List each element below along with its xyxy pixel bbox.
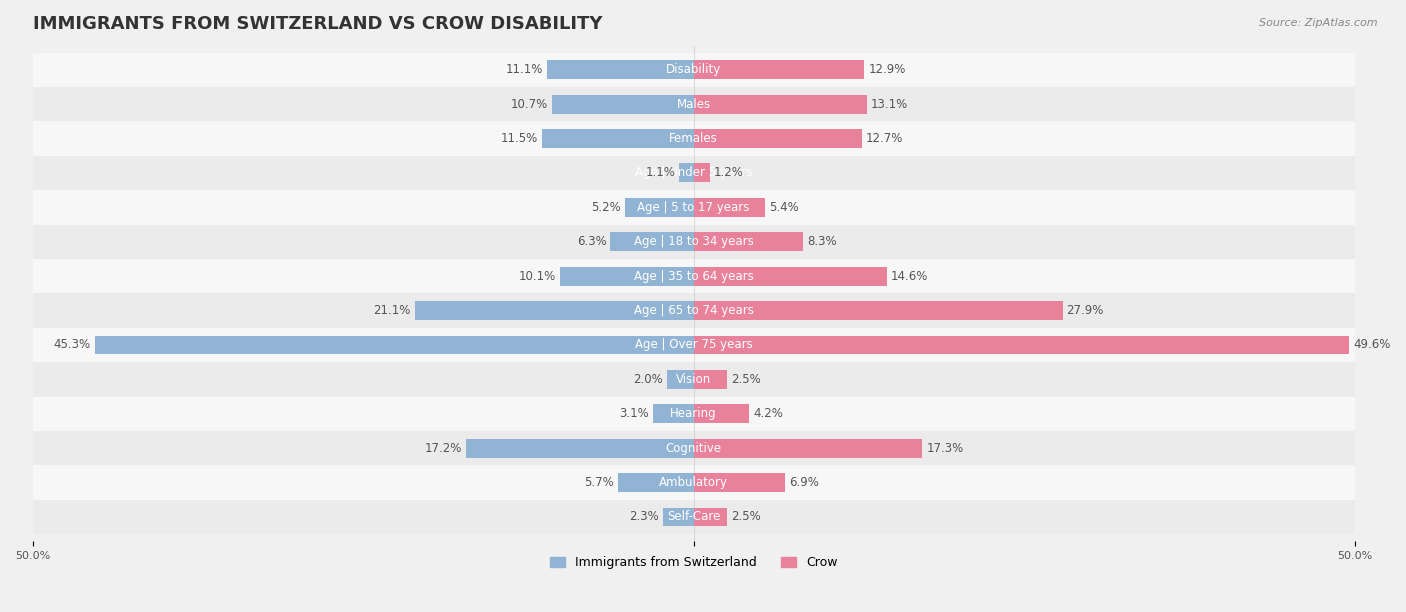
Text: 17.2%: 17.2% <box>425 442 463 455</box>
Bar <box>32 397 1355 431</box>
Bar <box>693 163 710 182</box>
Text: Age | Under 5 years: Age | Under 5 years <box>636 166 752 179</box>
Bar <box>693 439 922 458</box>
Text: 4.2%: 4.2% <box>754 407 783 420</box>
Bar <box>32 500 1355 534</box>
Bar <box>693 370 727 389</box>
Text: 17.3%: 17.3% <box>927 442 963 455</box>
Text: 45.3%: 45.3% <box>53 338 91 351</box>
Text: 1.1%: 1.1% <box>645 166 675 179</box>
Bar <box>693 507 727 526</box>
Bar <box>541 129 693 148</box>
Text: Age | 5 to 17 years: Age | 5 to 17 years <box>637 201 749 214</box>
Bar <box>32 121 1355 156</box>
Bar <box>32 156 1355 190</box>
Text: Age | 35 to 64 years: Age | 35 to 64 years <box>634 270 754 283</box>
Text: Vision: Vision <box>676 373 711 386</box>
Bar <box>32 431 1355 465</box>
Bar <box>664 507 693 526</box>
Bar <box>619 473 693 492</box>
Bar <box>693 267 887 286</box>
Bar <box>32 225 1355 259</box>
Text: 5.7%: 5.7% <box>585 476 614 489</box>
Legend: Immigrants from Switzerland, Crow: Immigrants from Switzerland, Crow <box>544 551 842 575</box>
Text: Age | 65 to 74 years: Age | 65 to 74 years <box>634 304 754 317</box>
Bar <box>668 370 693 389</box>
Bar <box>32 87 1355 121</box>
Text: 10.7%: 10.7% <box>510 98 548 111</box>
Text: 2.5%: 2.5% <box>731 373 761 386</box>
Bar <box>94 335 693 354</box>
Bar <box>32 293 1355 328</box>
Text: Males: Males <box>676 98 710 111</box>
Bar <box>693 61 865 79</box>
Text: 10.1%: 10.1% <box>519 270 557 283</box>
Text: Age | 18 to 34 years: Age | 18 to 34 years <box>634 235 754 248</box>
Text: 2.3%: 2.3% <box>630 510 659 523</box>
Bar <box>467 439 693 458</box>
Bar <box>560 267 693 286</box>
Text: 5.4%: 5.4% <box>769 201 799 214</box>
Text: 12.9%: 12.9% <box>868 63 905 76</box>
Text: 11.5%: 11.5% <box>501 132 537 145</box>
Bar <box>693 198 765 217</box>
Text: 13.1%: 13.1% <box>870 98 908 111</box>
Text: IMMIGRANTS FROM SWITZERLAND VS CROW DISABILITY: IMMIGRANTS FROM SWITZERLAND VS CROW DISA… <box>32 15 602 33</box>
Text: Age | Over 75 years: Age | Over 75 years <box>634 338 752 351</box>
Bar <box>547 61 693 79</box>
Bar <box>693 233 803 251</box>
Text: 14.6%: 14.6% <box>890 270 928 283</box>
Text: 8.3%: 8.3% <box>807 235 837 248</box>
Bar <box>32 362 1355 397</box>
Bar <box>693 301 1063 320</box>
Text: 21.1%: 21.1% <box>374 304 411 317</box>
Bar <box>624 198 693 217</box>
Text: Ambulatory: Ambulatory <box>659 476 728 489</box>
Bar <box>610 233 693 251</box>
Text: Disability: Disability <box>666 63 721 76</box>
Bar <box>693 405 749 424</box>
Bar <box>32 190 1355 225</box>
Text: 1.2%: 1.2% <box>713 166 744 179</box>
Text: Cognitive: Cognitive <box>665 442 721 455</box>
Bar <box>693 95 868 114</box>
Bar <box>693 129 862 148</box>
Text: 2.5%: 2.5% <box>731 510 761 523</box>
Text: Source: ZipAtlas.com: Source: ZipAtlas.com <box>1260 18 1378 28</box>
Bar <box>652 405 693 424</box>
Bar <box>32 259 1355 293</box>
Text: 11.1%: 11.1% <box>506 63 543 76</box>
Text: 6.3%: 6.3% <box>576 235 606 248</box>
Text: Self-Care: Self-Care <box>666 510 720 523</box>
Bar <box>553 95 693 114</box>
Bar <box>679 163 693 182</box>
Text: Hearing: Hearing <box>671 407 717 420</box>
Bar <box>32 53 1355 87</box>
Text: 5.2%: 5.2% <box>591 201 621 214</box>
Bar <box>32 328 1355 362</box>
Bar <box>32 465 1355 500</box>
Bar <box>415 301 693 320</box>
Text: 27.9%: 27.9% <box>1067 304 1104 317</box>
Text: 3.1%: 3.1% <box>619 407 648 420</box>
Text: 2.0%: 2.0% <box>634 373 664 386</box>
Text: 6.9%: 6.9% <box>789 476 818 489</box>
Text: 49.6%: 49.6% <box>1354 338 1391 351</box>
Bar <box>693 473 785 492</box>
Text: Females: Females <box>669 132 718 145</box>
Text: 12.7%: 12.7% <box>866 132 903 145</box>
Bar <box>693 335 1350 354</box>
